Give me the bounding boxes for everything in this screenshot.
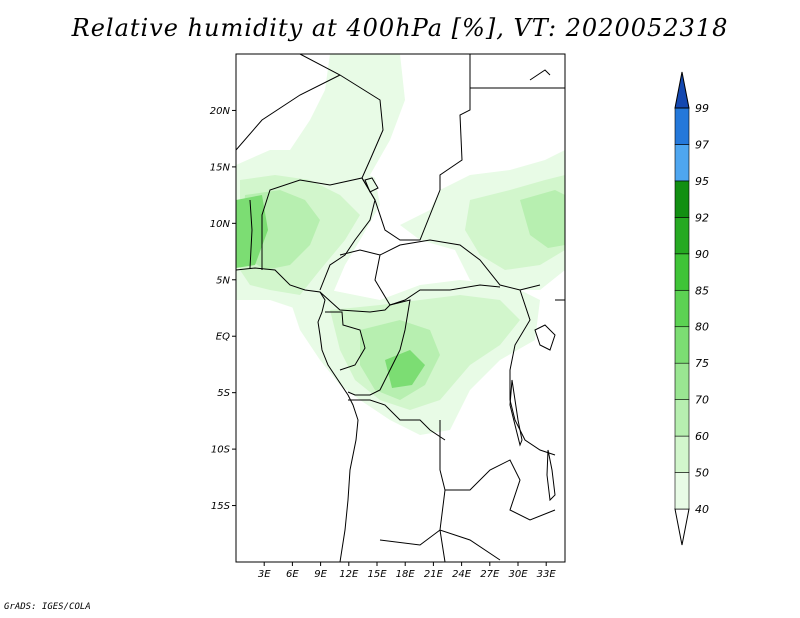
colorbar-label: 95 xyxy=(695,175,709,188)
humidity-area-north xyxy=(290,54,405,185)
colorbar-bin xyxy=(674,289,690,328)
colorbar-over-arrow xyxy=(674,71,690,109)
lat-tick-label: 15N xyxy=(210,162,231,173)
lat-tick-label: 10N xyxy=(210,219,231,230)
lat-tick-label: 10S xyxy=(211,445,231,456)
lon-tick-label: 24E xyxy=(452,569,472,580)
lon-tick-label: 12E xyxy=(339,569,359,580)
colorbar-label: 70 xyxy=(695,394,709,407)
border-car-south xyxy=(374,254,501,306)
longitude-axis: 3E 6E 9E 12E 15E 18E 21E 24E 27E 30E 33E xyxy=(258,562,557,580)
colorbar-label: 50 xyxy=(695,467,709,480)
colorbar-label: 40 xyxy=(695,503,709,516)
lat-tick-label: 20N xyxy=(210,106,231,117)
colorbar-label: 99 xyxy=(695,102,709,115)
lat-tick-label: 5N xyxy=(216,275,230,286)
coast-east-top xyxy=(529,69,551,81)
colorbar-label: 80 xyxy=(695,321,709,334)
lon-tick-label: 6E xyxy=(286,569,299,580)
colorbar-label: 90 xyxy=(695,248,709,261)
border-angola-north xyxy=(348,399,446,441)
colorbar: 40 50 60 70 75 80 85 90 92 95 97 99 xyxy=(674,71,709,546)
lake-victoria xyxy=(534,324,556,351)
lake-tanganyika xyxy=(509,379,523,447)
colorbar-bin xyxy=(674,107,690,145)
colorbar-label: 60 xyxy=(695,430,709,443)
colorbar-label: 75 xyxy=(695,357,709,370)
border-chad xyxy=(361,177,441,241)
colorbar-bin xyxy=(674,217,690,255)
lon-tick-label: 9E xyxy=(314,569,327,580)
colorbar-bin xyxy=(674,180,690,218)
colorbar-bin xyxy=(674,435,690,473)
border-car xyxy=(339,239,541,291)
latitude-axis: 20N 15N 10N 5N EQ 5S 10S 15S xyxy=(210,106,236,512)
lake-malawi xyxy=(546,449,556,502)
lon-tick-label: 21E xyxy=(424,569,444,580)
colorbar-under-arrow xyxy=(674,508,690,546)
border-congo xyxy=(347,299,411,396)
colorbar-label: 85 xyxy=(695,284,709,297)
border-north-3 xyxy=(439,54,471,190)
map-frame xyxy=(235,53,566,563)
colorbar-label: 97 xyxy=(695,138,709,151)
border-cameroon xyxy=(319,291,391,313)
grads-credit: GrADS: IGES/COLA xyxy=(4,602,91,612)
lon-tick-label: 27E xyxy=(480,569,500,580)
border-north-2 xyxy=(236,74,341,151)
colorbar-bin xyxy=(674,472,690,510)
border-zambia xyxy=(445,459,556,521)
lake-chad xyxy=(364,177,379,193)
colorbar-bin xyxy=(674,144,690,182)
colorbar-bin xyxy=(674,399,690,437)
border-north-1 xyxy=(299,54,384,179)
lon-tick-label: 15E xyxy=(367,569,387,580)
border-gabon xyxy=(325,311,366,371)
coastline-west xyxy=(236,267,359,562)
colorbar-label: 92 xyxy=(695,211,709,224)
country-borders xyxy=(236,54,565,562)
lon-tick-label: 33E xyxy=(537,569,557,580)
lat-tick-label: 5S xyxy=(217,388,230,399)
colorbar-bin xyxy=(674,326,690,364)
lat-tick-label: 15S xyxy=(211,501,231,512)
lat-tick-label: EQ xyxy=(216,332,230,343)
lon-tick-label: 3E xyxy=(258,569,271,580)
lon-tick-label: 30E xyxy=(508,569,528,580)
border-south xyxy=(379,529,501,561)
border-angola xyxy=(439,420,446,562)
border-benin xyxy=(249,199,253,269)
lon-tick-label: 18E xyxy=(396,569,416,580)
humidity-area-east-core xyxy=(520,190,565,248)
colorbar-bin xyxy=(674,253,690,291)
colorbar-bin xyxy=(674,362,690,400)
map-title: Relative humidity at 400hPa [%], VT: 202… xyxy=(71,14,729,42)
